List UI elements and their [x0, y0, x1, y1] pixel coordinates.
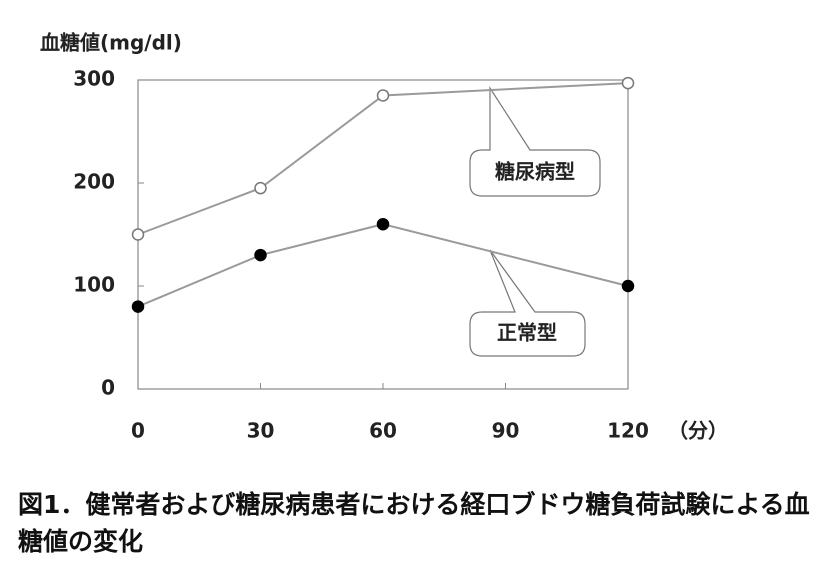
data-point: [621, 76, 635, 90]
y-axis-label: 血糖値(mg/dl): [40, 31, 182, 55]
series-line: [137, 223, 629, 308]
data-point: [254, 248, 267, 262]
x-tick-label: 60: [369, 419, 397, 443]
y-tick-label: 200: [73, 170, 115, 194]
callout-box: [469, 85, 601, 197]
data-point: [131, 300, 145, 313]
x-unit: （分）: [668, 419, 728, 443]
series-label: 糖尿病型: [495, 160, 575, 184]
data-point: [376, 217, 390, 231]
x-tick-label: 0: [131, 419, 145, 443]
caption: 図1．健常者および糖尿病患者における経口ブドウ糖負荷試験による血糖値の変化: [18, 490, 810, 556]
x-tick-label: 30: [247, 419, 275, 443]
data-point: [376, 89, 390, 102]
y-tick-label: 300: [73, 67, 115, 91]
callout-box: [469, 249, 586, 357]
data-point: [254, 181, 267, 195]
data-point: [621, 279, 635, 293]
series-line: [137, 82, 629, 236]
series-label: 正常型: [497, 321, 557, 345]
x-tick-label: 90: [492, 419, 520, 443]
chart: 血糖値(mg/dl) （分） 糖尿病型 正常型 0 100 200 300 0 30 60 9…: [40, 31, 728, 443]
y-tick-label: 100: [73, 273, 115, 297]
x-tick-label: 120: [607, 419, 649, 443]
y-tick-label: 0: [101, 376, 115, 400]
data-point: [131, 228, 145, 241]
